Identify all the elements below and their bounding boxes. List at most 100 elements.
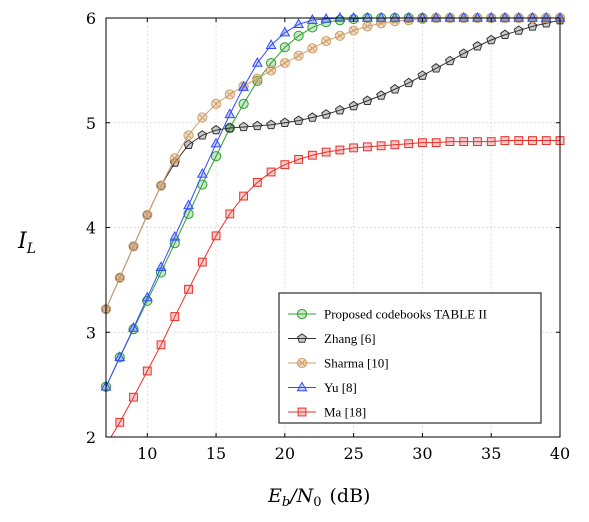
data-point xyxy=(210,98,222,109)
data-point xyxy=(183,130,194,141)
data-point xyxy=(155,261,167,272)
data-point xyxy=(279,117,290,127)
x-tick-label: 35 xyxy=(481,444,501,463)
data-point xyxy=(458,11,470,22)
data-point xyxy=(170,312,180,321)
data-point xyxy=(335,145,345,155)
legend-marker xyxy=(296,381,308,392)
data-point xyxy=(499,11,511,22)
data-point xyxy=(362,21,373,32)
data-point xyxy=(459,137,469,147)
data-point xyxy=(444,11,456,22)
data-point xyxy=(169,230,181,241)
data-point xyxy=(500,136,510,145)
data-point xyxy=(321,109,332,119)
data-point xyxy=(513,25,524,35)
x-tick-label: 10 xyxy=(137,444,157,463)
data-point xyxy=(252,120,263,131)
y-tick-label: 2 xyxy=(86,428,96,447)
data-point xyxy=(197,130,208,140)
legend-item: Zhang [6] xyxy=(288,331,376,346)
x-tick-label: 20 xyxy=(275,444,295,463)
data-point xyxy=(389,84,400,94)
data-point xyxy=(280,160,290,170)
data-point xyxy=(430,11,442,22)
legend-item: Proposed codebooks TABLE II xyxy=(288,307,487,322)
data-point xyxy=(541,136,551,145)
data-point xyxy=(514,136,524,145)
data-point xyxy=(348,25,359,36)
data-point xyxy=(211,231,221,241)
plot-series xyxy=(100,11,566,438)
x-tick-label: 40 xyxy=(550,444,570,463)
data-point xyxy=(279,57,290,69)
data-point xyxy=(390,140,400,150)
data-point xyxy=(486,137,496,147)
data-point xyxy=(196,167,208,178)
legend-label: Zhang [6] xyxy=(324,331,376,346)
data-point xyxy=(197,112,208,123)
data-point xyxy=(293,115,304,125)
x-tick-label: 15 xyxy=(206,444,226,463)
data-point xyxy=(142,366,152,376)
data-point xyxy=(375,11,387,22)
legend-marker xyxy=(296,308,308,320)
data-point xyxy=(472,11,483,22)
data-point xyxy=(417,70,428,80)
legend-item: Ma [18] xyxy=(288,405,366,420)
data-point xyxy=(197,257,207,267)
data-point xyxy=(224,108,236,119)
data-point xyxy=(307,150,317,160)
data-point xyxy=(210,151,222,162)
data-point xyxy=(224,122,235,133)
data-point xyxy=(349,143,359,153)
legend-label: Sharma [10] xyxy=(324,356,389,371)
legend-marker xyxy=(297,407,307,417)
series-5 xyxy=(110,136,565,438)
legend-marker xyxy=(297,333,307,343)
data-point xyxy=(210,137,222,148)
data-point xyxy=(115,417,125,427)
data-point xyxy=(361,11,373,22)
data-point xyxy=(527,21,538,31)
series-line xyxy=(110,140,560,438)
data-point xyxy=(389,11,401,22)
data-point xyxy=(238,81,250,91)
data-point xyxy=(321,35,332,47)
data-point xyxy=(486,34,497,45)
data-point xyxy=(293,50,304,61)
data-point xyxy=(184,284,193,294)
legend-box xyxy=(278,292,542,424)
data-point xyxy=(239,191,248,201)
data-point xyxy=(500,29,510,39)
data-point xyxy=(445,137,455,147)
data-point xyxy=(293,18,305,29)
data-point xyxy=(404,139,414,149)
data-point xyxy=(183,139,194,149)
data-point xyxy=(403,11,415,22)
legend-item: Sharma [10] xyxy=(288,356,389,371)
data-point xyxy=(472,41,483,51)
data-point xyxy=(307,22,318,33)
data-point xyxy=(334,104,345,115)
data-point xyxy=(114,351,126,362)
data-point xyxy=(128,241,139,252)
data-point xyxy=(225,209,235,219)
data-point xyxy=(251,56,263,67)
data-point xyxy=(348,100,359,111)
data-point xyxy=(473,137,482,147)
data-point xyxy=(114,272,125,283)
data-point xyxy=(306,14,318,24)
data-point xyxy=(266,167,276,177)
y-tick-label: 4 xyxy=(86,219,96,238)
data-point xyxy=(266,119,277,130)
legend-label: Ma [18] xyxy=(324,405,366,420)
data-point xyxy=(211,124,222,135)
data-point xyxy=(141,291,153,302)
legend-marker xyxy=(296,357,308,369)
data-point xyxy=(224,89,235,100)
data-point xyxy=(279,26,291,37)
data-point xyxy=(293,30,304,41)
data-point xyxy=(362,142,372,152)
